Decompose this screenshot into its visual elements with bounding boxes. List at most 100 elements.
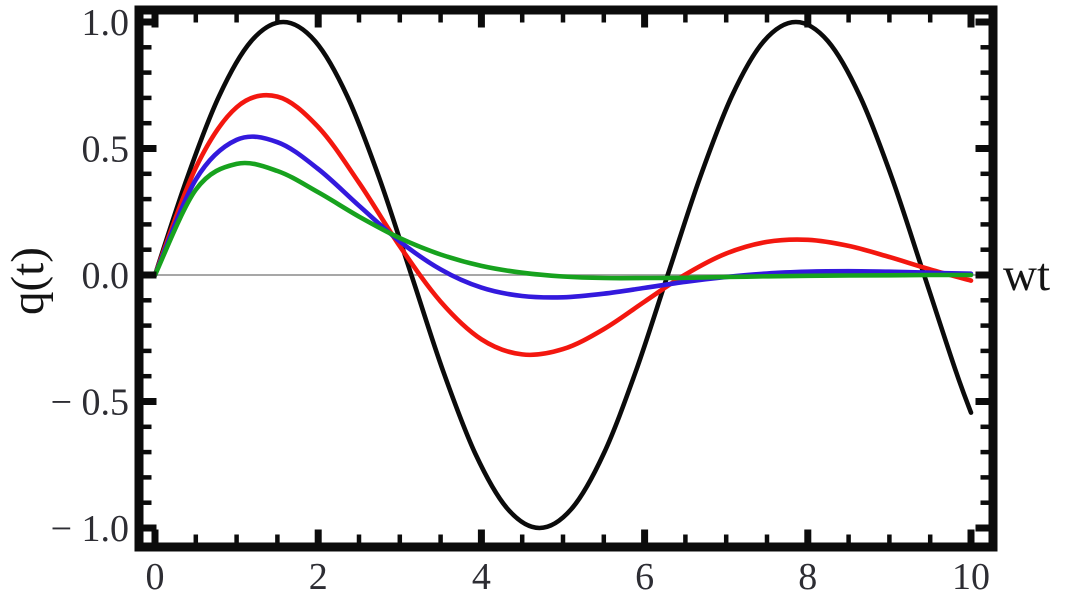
y-tick-label: 1.0: [82, 2, 130, 44]
y-tick: [980, 95, 989, 101]
x-tick: [151, 529, 159, 543]
y-tick: [143, 247, 152, 252]
x-tick: [477, 14, 485, 28]
y-tick: [975, 398, 989, 405]
x-tick: [438, 534, 443, 543]
x-tick: [764, 534, 770, 543]
y-tick: [980, 348, 989, 354]
y-tick: [143, 120, 152, 126]
x-tick: [641, 529, 649, 543]
x-tick-label: 0: [146, 556, 165, 597]
y-tick: [980, 196, 989, 202]
x-tick: [723, 14, 729, 23]
y-tick: [143, 398, 157, 405]
x-tick-label: 8: [798, 556, 817, 597]
curve-group: [152, 19, 974, 531]
y-tick: [143, 500, 152, 505]
y-tick: [143, 45, 152, 50]
x-tick: [927, 534, 933, 543]
x-tick: [927, 14, 933, 23]
y-tick: [143, 424, 152, 430]
y-tick: [143, 348, 152, 354]
x-tick: [683, 534, 688, 543]
y-tick: [143, 298, 152, 303]
y-tick-labels: 1.0 0.5 0.0 − 0.5 − 1.0: [51, 2, 129, 550]
y-tick: [143, 524, 157, 532]
x-tick-labels: 0 2 4 6 8 10: [146, 556, 991, 597]
x-tick: [438, 14, 443, 23]
x-tick: [887, 14, 892, 23]
x-tick: [967, 14, 975, 28]
y-tick: [143, 18, 157, 26]
curve-green-curve: [152, 160, 974, 281]
y-tick: [143, 373, 152, 379]
y-tick: [975, 271, 989, 279]
y-tick: [980, 424, 989, 430]
y-tick: [980, 373, 989, 379]
x-tick-label: 4: [472, 556, 491, 597]
x-tick: [723, 534, 729, 543]
x-tick: [356, 14, 362, 23]
x-tick: [846, 534, 851, 543]
x-tick: [601, 534, 607, 543]
x-tick-label: 10: [952, 556, 990, 597]
y-tick: [143, 70, 152, 75]
curve-blue-curve: [152, 134, 974, 300]
plot-frame: [134, 5, 998, 552]
x-tick: [356, 534, 362, 543]
y-tick: [980, 120, 989, 126]
y-tick: [980, 247, 989, 252]
y-tick: [980, 500, 989, 505]
x-tick: [641, 14, 649, 28]
y-tick: [143, 222, 152, 227]
x-tick: [519, 534, 525, 543]
x-tick: [804, 14, 812, 28]
x-tick: [764, 14, 770, 23]
y-tick: [143, 271, 157, 279]
y-tick: [980, 323, 989, 328]
x-tick: [193, 534, 199, 543]
curve-red-curve: [152, 92, 974, 358]
y-tick: [980, 298, 989, 303]
y-tick: [975, 145, 989, 152]
y-tick-label: − 1.0: [51, 508, 129, 550]
y-tick: [980, 45, 989, 50]
y-tick: [980, 70, 989, 75]
curve-black-curve: [152, 19, 974, 531]
y-tick: [143, 171, 152, 177]
x-axis-label: wt: [1003, 249, 1050, 301]
y-tick: [143, 449, 152, 455]
y-tick-label: − 0.5: [51, 382, 129, 424]
x-tick: [601, 14, 607, 23]
x-tick: [234, 14, 239, 23]
y-tick: [980, 475, 989, 480]
y-tick: [143, 475, 152, 480]
x-tick: [560, 534, 566, 543]
x-tick: [193, 14, 199, 23]
y-tick: [143, 323, 152, 328]
x-tick: [519, 14, 525, 23]
y-tick: [980, 449, 989, 455]
y-tick-label: 0.0: [82, 255, 130, 297]
x-tick: [275, 534, 280, 543]
x-tick: [234, 534, 239, 543]
y-tick: [980, 171, 989, 177]
y-tick-label: 0.5: [82, 129, 130, 171]
x-tick: [397, 534, 403, 543]
x-tick: [314, 529, 322, 543]
x-tick: [683, 14, 688, 23]
x-tick-label: 6: [635, 556, 654, 597]
x-tick: [846, 14, 851, 23]
x-tick: [397, 14, 403, 23]
x-tick: [275, 14, 280, 23]
y-tick: [975, 524, 989, 532]
y-tick: [143, 95, 152, 101]
x-tick: [887, 534, 892, 543]
x-tick: [314, 14, 322, 28]
y-tick: [975, 18, 989, 26]
x-tick: [804, 529, 812, 543]
y-tick: [143, 145, 157, 152]
axis-ticks: [143, 14, 989, 543]
